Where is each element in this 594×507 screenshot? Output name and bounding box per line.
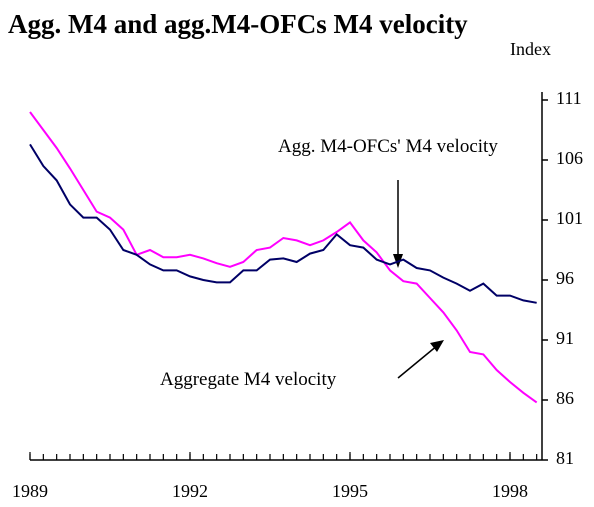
- y-axis-label: Index: [510, 39, 551, 59]
- y-tick-label: 81: [556, 448, 574, 468]
- y-tick-label: 106: [556, 148, 583, 168]
- chart-title: Agg. M4 and agg.M4-OFCs M4 velocity: [8, 9, 468, 39]
- arrow-head: [430, 340, 444, 352]
- x-tick-label: 1989: [12, 481, 48, 501]
- annotation: Agg. M4-OFCs' M4 velocity: [278, 136, 498, 157]
- series-line: [29, 143, 537, 304]
- y-tick-label: 86: [556, 388, 574, 408]
- series-line: [29, 111, 538, 404]
- annotation: Aggregate M4 velocity: [160, 369, 337, 390]
- y-tick-label: 101: [556, 208, 583, 228]
- x-tick-label: 1995: [332, 481, 368, 501]
- arrow: [397, 344, 439, 379]
- y-tick-label: 91: [556, 328, 574, 348]
- y-tick-label: 111: [556, 88, 582, 108]
- x-tick-label: 1992: [172, 481, 208, 501]
- y-tick-label: 96: [556, 268, 574, 288]
- x-tick-label: 1998: [492, 481, 528, 501]
